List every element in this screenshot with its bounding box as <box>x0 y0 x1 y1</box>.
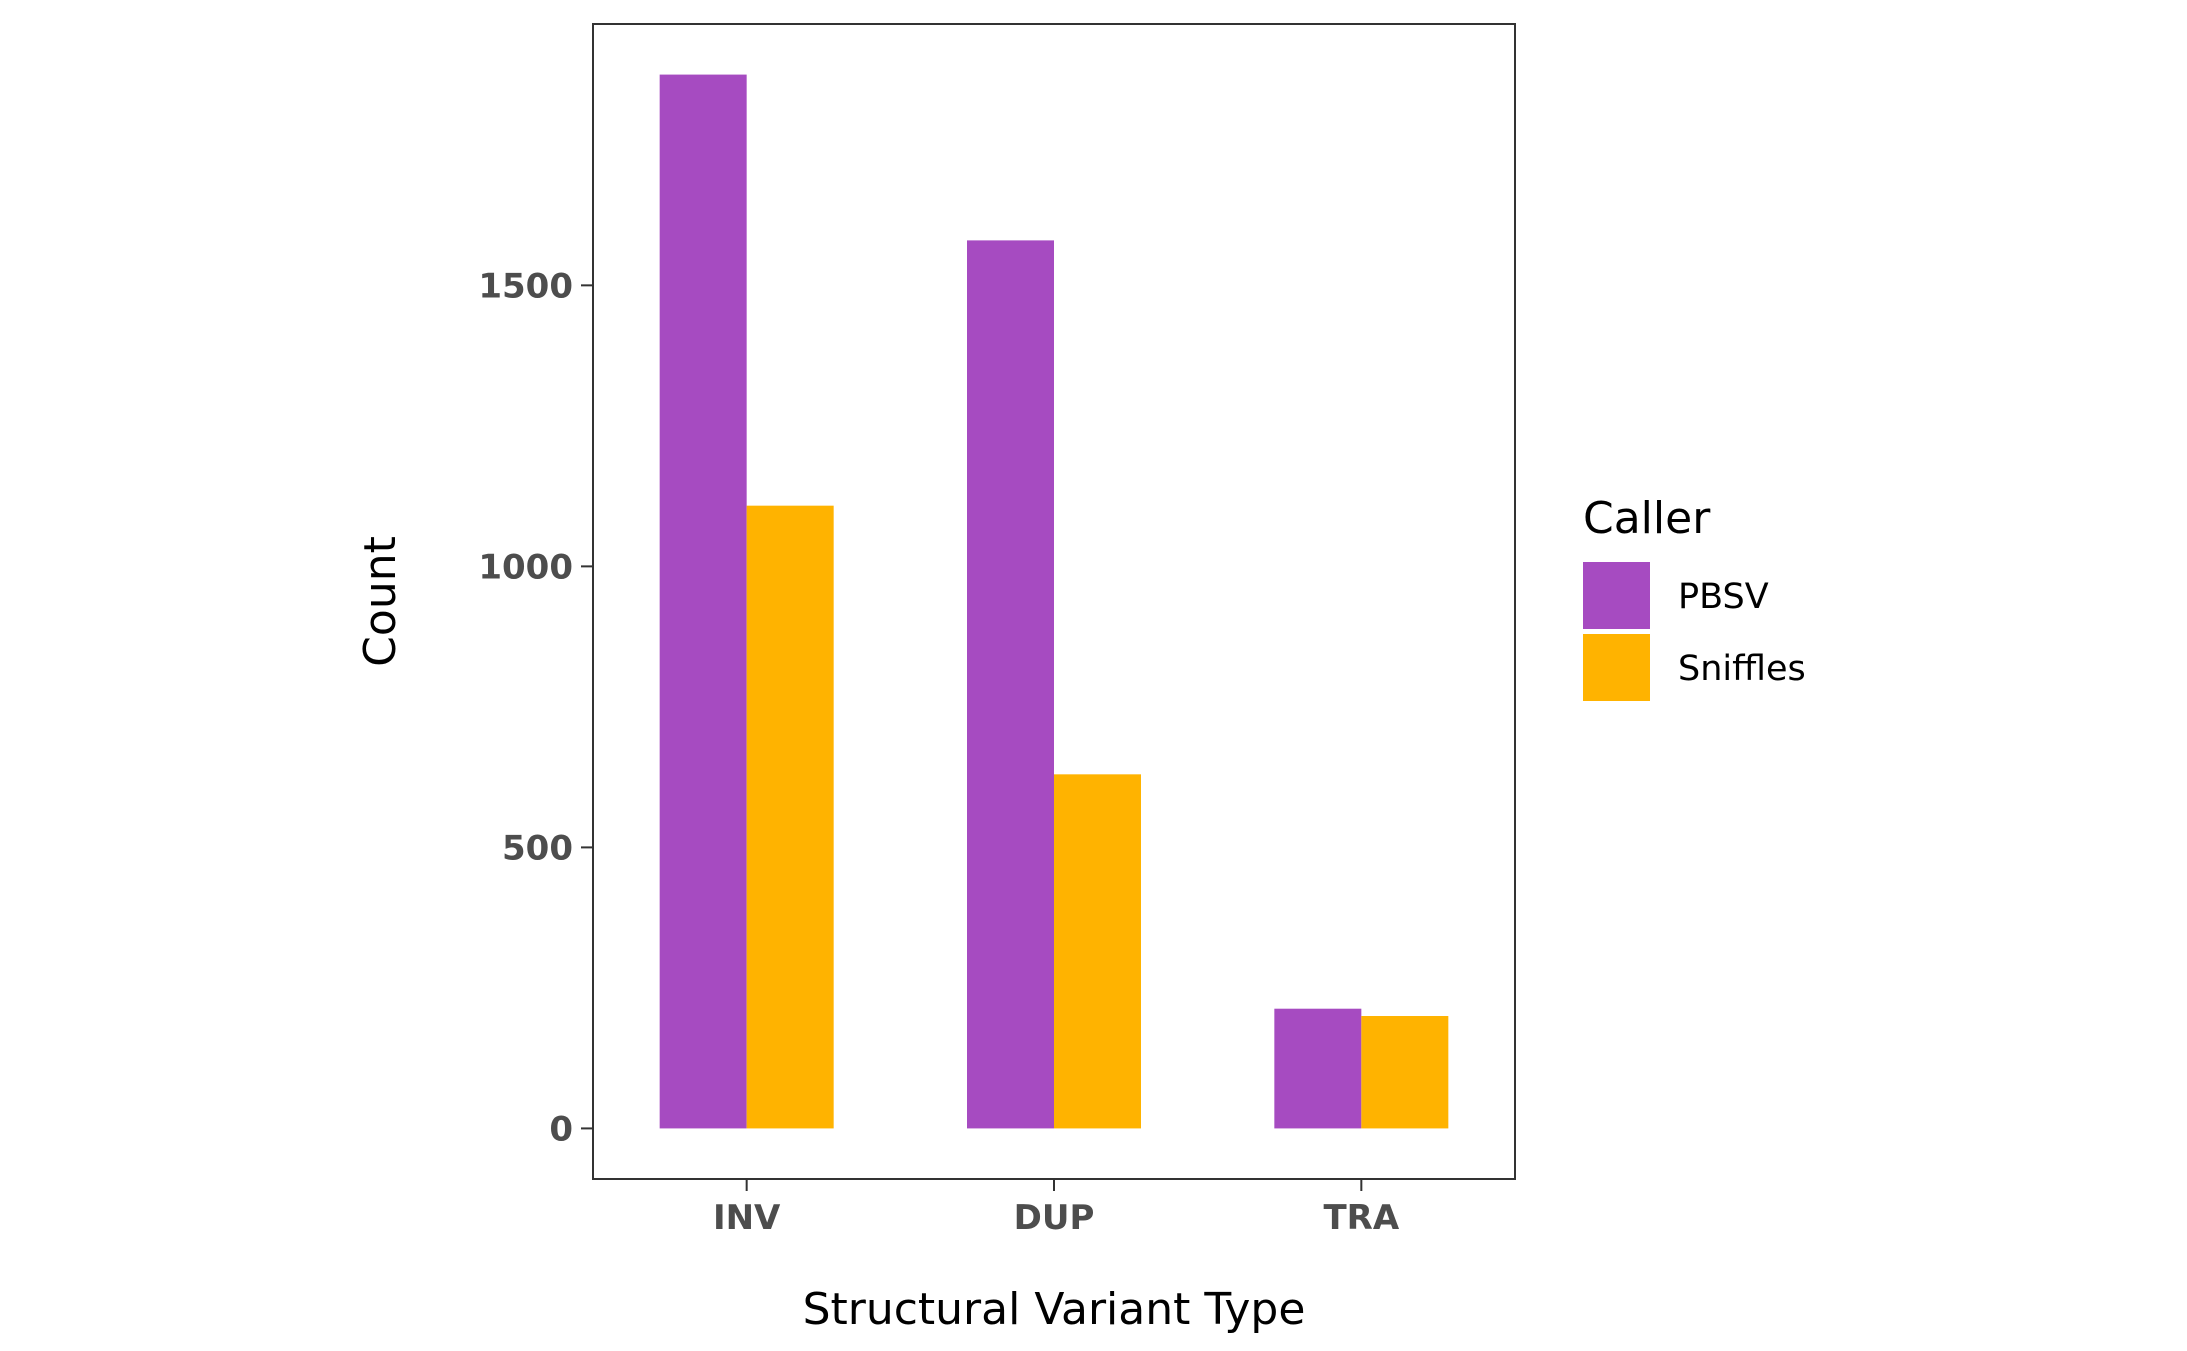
legend-swatch-sniffles <box>1583 634 1650 701</box>
bar-pbsv-inv <box>659 74 747 1129</box>
bar-pbsv-tra <box>1274 1008 1362 1129</box>
y-tick-label: 1500 <box>478 266 573 306</box>
x-tick-label: TRA <box>1323 1198 1399 1238</box>
bars-layer <box>659 74 1449 1129</box>
y-tick-label: 0 <box>549 1109 573 1149</box>
legend: Caller PBSV Sniffles <box>1583 493 1806 701</box>
legend-label-pbsv: PBSV <box>1678 577 1769 617</box>
x-axis: INV DUP TRA <box>713 1179 1400 1238</box>
bar-pbsv-dup <box>967 240 1054 1129</box>
x-tick-label: INV <box>713 1198 781 1238</box>
y-axis-title: Count <box>355 536 406 667</box>
x-tick-label: DUP <box>1014 1198 1095 1238</box>
legend-title: Caller <box>1583 493 1711 544</box>
bar-sniffles-dup <box>1054 774 1141 1129</box>
legend-swatch-pbsv <box>1583 562 1650 629</box>
y-axis: 0 500 1000 1500 <box>478 266 593 1149</box>
x-axis-title: Structural Variant Type <box>803 1284 1306 1335</box>
legend-label-sniffles: Sniffles <box>1678 649 1806 689</box>
bar-sniffles-inv <box>746 505 834 1129</box>
y-tick-label: 500 <box>502 828 573 868</box>
bar-sniffles-tra <box>1361 1016 1449 1129</box>
y-tick-label: 1000 <box>478 547 573 587</box>
